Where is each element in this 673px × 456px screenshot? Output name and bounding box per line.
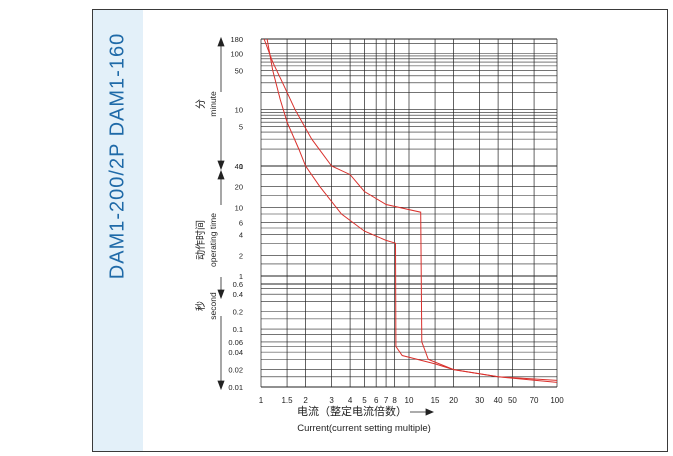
side-panel	[93, 10, 143, 451]
y-axis-arrows	[217, 36, 225, 391]
y-tick-label: 1	[239, 272, 243, 281]
tripping-curve-1	[263, 38, 558, 381]
y-tick-label: 100	[230, 49, 243, 58]
y-tick-label: 0.6	[233, 280, 243, 289]
chart-grid	[260, 38, 558, 388]
operating-label-en: operating time	[208, 213, 218, 267]
x-axis-title-en: Current(current setting multiple)	[297, 423, 431, 434]
x-tick-labels: 1 1.5 2 3 4 5 6 7 8 10 15 20 30 40 50 70 100	[259, 396, 564, 405]
chart-curves	[263, 38, 558, 383]
minute-label-en: minute	[208, 91, 218, 117]
x-axis-arrow	[410, 408, 435, 416]
y-tick-label: 0.02	[228, 366, 243, 375]
x-tick-label: 1.5	[281, 396, 293, 405]
y-tick-label: 40	[235, 162, 243, 171]
minute-label-cn: 分	[195, 99, 207, 109]
x-tick-label: 4	[348, 396, 353, 405]
y-tick-label: 0.04	[228, 348, 243, 357]
y-tick-label: 4	[239, 231, 243, 240]
x-tick-label: 30	[475, 396, 484, 405]
y-tick-label: 50	[235, 66, 243, 75]
x-tick-label: 70	[530, 396, 539, 405]
y-tick-label: 0.4	[233, 290, 243, 299]
y-tick-label: 20	[235, 183, 243, 192]
y-tick-label: 6	[239, 219, 243, 228]
x-tick-label: 20	[449, 396, 458, 405]
x-axis-title-cn: 电流（整定电流倍数）	[297, 404, 407, 418]
x-tick-label: 3	[329, 396, 334, 405]
x-tick-label: 15	[431, 396, 440, 405]
x-tick-label: 50	[508, 396, 517, 405]
operating-label-cn: 动作时间	[194, 220, 207, 260]
y-tick-label: 0.06	[228, 338, 243, 347]
x-tick-label: 100	[550, 396, 564, 405]
y-tick-label: 0.2	[233, 308, 243, 317]
x-tick-label: 6	[374, 396, 379, 405]
y-tick-label: 5	[239, 123, 243, 132]
second-label-cn: 秒	[194, 301, 207, 311]
y-tick-label: 1	[239, 162, 243, 171]
x-tick-label: 10	[405, 396, 414, 405]
x-tick-label: 1	[259, 396, 264, 405]
y-tick-label: 10	[235, 106, 243, 115]
x-tick-label: 7	[384, 396, 389, 405]
y-tick-label: 2	[239, 251, 243, 260]
y-tick-label: 180	[230, 35, 243, 44]
x-tick-label: 5	[362, 396, 367, 405]
y-tick-label: 0.01	[228, 383, 243, 392]
y-tick-label: 0.1	[233, 325, 243, 334]
x-tick-label: 8	[392, 396, 397, 405]
tripping-curve-2	[266, 38, 558, 383]
second-label-en: second	[208, 292, 218, 320]
x-tick-label: 2	[303, 396, 308, 405]
y-tick-label: 10	[235, 203, 243, 212]
y-tick-labels: 1 5 10 50 100 180 1 2 4 6 10 20 40 0.01 0.02 0.040.06 0.…	[228, 35, 243, 392]
x-tick-label: 40	[494, 396, 503, 405]
